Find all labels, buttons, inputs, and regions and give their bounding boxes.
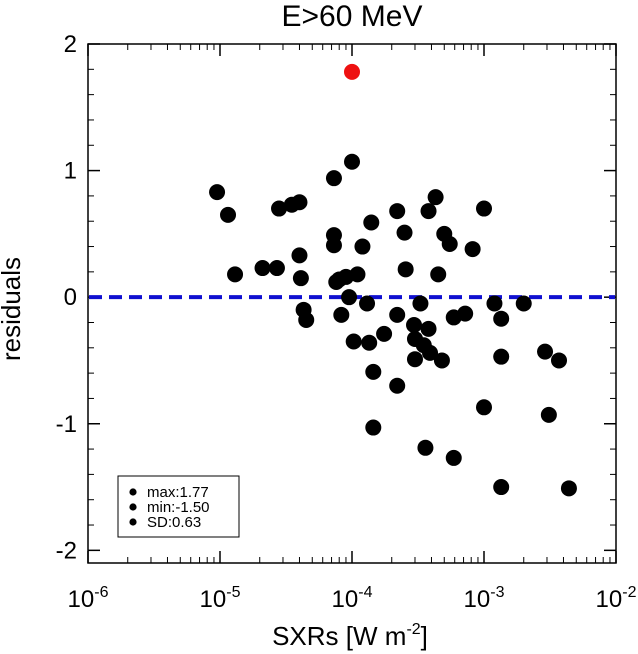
data-point xyxy=(344,153,360,170)
x-tick-label-exponent: -6 xyxy=(94,584,108,601)
data-point xyxy=(389,203,406,220)
data-point xyxy=(396,224,413,241)
data-point xyxy=(493,348,510,365)
data-point xyxy=(397,261,414,278)
data-point xyxy=(430,266,447,283)
legend-entry-min: min:-1.50 xyxy=(147,499,210,516)
data-point xyxy=(406,317,423,334)
x-tick-label-base: 10 xyxy=(464,586,491,613)
x-tick-label-exponent: -2 xyxy=(622,584,636,601)
data-point xyxy=(560,480,577,497)
data-point xyxy=(365,363,382,380)
x-axis-label-close: ] xyxy=(421,621,428,651)
x-axis-label-exponent: -2 xyxy=(406,621,420,638)
data-point xyxy=(361,334,378,351)
data-point xyxy=(457,305,474,322)
x-axis-label: SXRs [W m-2] xyxy=(272,621,428,651)
y-tick-label: 0 xyxy=(64,284,77,311)
y-axis-ticks: -2 -1 0 1 2 xyxy=(56,31,616,564)
data-point xyxy=(420,320,437,337)
data-point xyxy=(268,260,285,277)
y-axis-label: residuals xyxy=(0,257,26,361)
data-point xyxy=(433,352,450,369)
data-points xyxy=(209,63,577,497)
x-axis-label-main: SXRs [W m xyxy=(272,621,406,651)
x-tick-label-exponent: -4 xyxy=(358,584,372,601)
data-point xyxy=(271,200,288,217)
chart-title: E>60 MeV xyxy=(282,0,423,33)
data-point xyxy=(493,310,510,327)
x-tick-label-exponent: -5 xyxy=(226,584,240,601)
data-point xyxy=(333,306,350,323)
data-point xyxy=(389,306,406,323)
data-point xyxy=(345,333,362,350)
data-point xyxy=(476,200,492,217)
data-point xyxy=(412,295,429,312)
x-tick-label-exponent: -3 xyxy=(490,584,504,601)
x-tick-label: 10-2 xyxy=(596,584,637,613)
data-point xyxy=(227,266,244,283)
data-point xyxy=(427,189,444,206)
data-point xyxy=(254,260,271,277)
x-tick-label-base: 10 xyxy=(332,586,359,613)
data-point xyxy=(365,419,382,436)
data-point xyxy=(540,406,557,423)
x-axis-ticks: 10-6 10-5 10-4 10-3 10-2 xyxy=(68,44,637,613)
max-residual-point xyxy=(344,63,360,80)
x-tick-label-base: 10 xyxy=(596,586,623,613)
legend-marker-max xyxy=(129,488,137,496)
y-tick-label: 1 xyxy=(64,158,77,185)
data-point xyxy=(209,184,226,201)
legend-marker-min xyxy=(129,503,137,511)
x-tick-label: 10-4 xyxy=(332,584,373,613)
data-point xyxy=(291,194,308,211)
legend-box xyxy=(117,475,240,538)
data-point xyxy=(445,449,462,466)
data-point xyxy=(354,238,371,255)
data-point xyxy=(493,479,510,496)
data-point xyxy=(376,325,393,342)
x-tick-label: 10-5 xyxy=(200,584,241,613)
x-tick-label: 10-6 xyxy=(68,584,109,613)
data-point xyxy=(406,351,423,368)
data-point xyxy=(349,266,366,283)
data-point xyxy=(464,241,481,258)
data-point xyxy=(417,439,434,456)
y-tick-label: -1 xyxy=(56,411,77,438)
data-point xyxy=(325,237,342,254)
y-tick-label: 2 xyxy=(64,31,77,58)
legend-marker-sd xyxy=(129,518,137,526)
data-point xyxy=(363,214,380,231)
data-point xyxy=(420,203,437,220)
legend-entry-max: max:1.77 xyxy=(147,484,209,501)
legend-entry-sd: SD:0.63 xyxy=(147,514,201,531)
data-point xyxy=(537,343,554,360)
data-point xyxy=(298,311,315,328)
data-point xyxy=(476,399,492,416)
data-point xyxy=(441,236,458,253)
data-point xyxy=(551,352,568,369)
plot-frame xyxy=(87,43,617,564)
x-tick-label-base: 10 xyxy=(68,586,95,613)
data-point xyxy=(422,344,439,361)
data-point xyxy=(292,270,309,287)
y-tick-label: -2 xyxy=(56,537,77,564)
data-point xyxy=(325,170,342,187)
data-point xyxy=(341,289,358,306)
data-point xyxy=(359,295,376,312)
data-point xyxy=(291,247,308,264)
x-tick-label-base: 10 xyxy=(200,586,227,613)
data-point xyxy=(220,206,237,223)
legend: max:1.77 min:-1.50 SD:0.63 xyxy=(117,475,240,538)
data-point xyxy=(486,295,503,312)
x-tick-label: 10-3 xyxy=(464,584,505,613)
data-point xyxy=(515,295,532,312)
data-point xyxy=(389,377,406,394)
